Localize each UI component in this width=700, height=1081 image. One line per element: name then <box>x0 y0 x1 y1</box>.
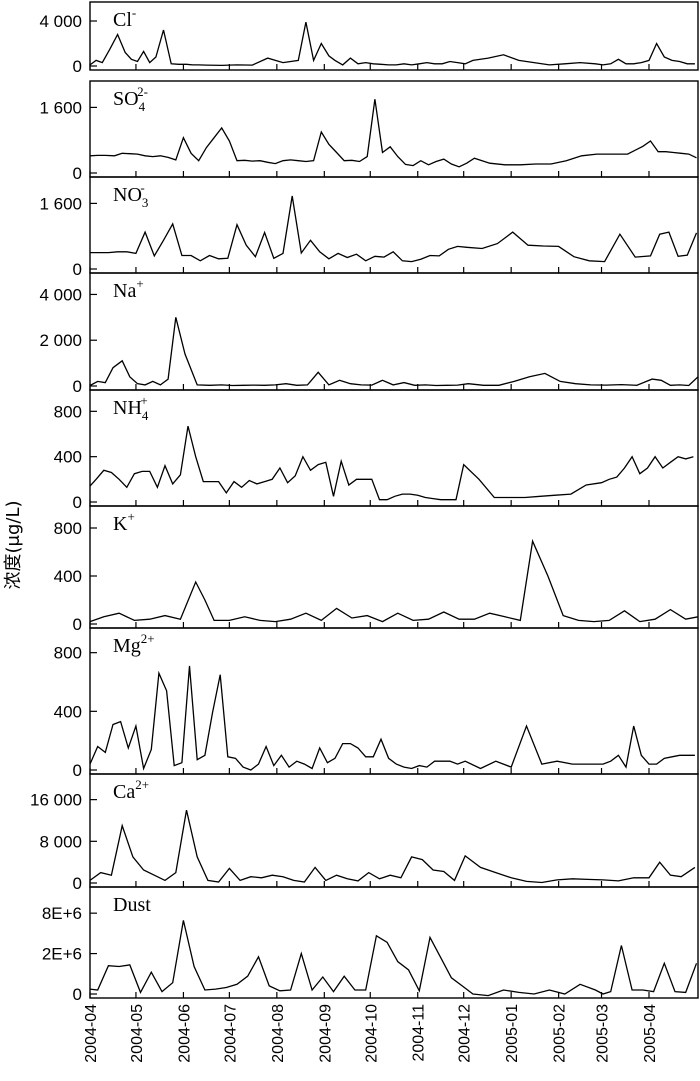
panel-dust-frame <box>89 886 699 999</box>
panel-nh-ytick-label: 400 <box>54 448 82 467</box>
panel-mg-frame <box>89 627 699 775</box>
panel-nh-ytick-label: 0 <box>73 493 82 512</box>
panel-so: 0 1 600 SO42- <box>39 80 699 183</box>
x-tick-label: 2004-06 <box>176 1004 193 1063</box>
panel-cl-label: Cl- <box>113 5 136 31</box>
panel-cl: 0 4 000 Cl- <box>39 1 699 76</box>
panel-no: 0 1 600 NO3- <box>39 176 699 279</box>
x-tick-label: 2004-11 <box>411 1004 428 1062</box>
panel-na-frame <box>89 272 699 391</box>
panel-k-label: K+ <box>113 509 135 535</box>
panel-dust-series-line <box>89 920 698 997</box>
panel-k-ytick-label: 400 <box>54 567 82 586</box>
panel-ca-ytick-label: 8 000 <box>39 832 82 851</box>
x-tick-label: 2004-04 <box>83 1004 100 1063</box>
panel-mg: 0 400 800 Mg2+ <box>54 627 699 780</box>
panel-cl-series-line <box>89 21 695 67</box>
panel-cl-frame <box>89 1 699 71</box>
panel-dust-ytick-label: 2E+6 <box>42 945 82 964</box>
panel-ca-frame <box>89 773 699 888</box>
panel-na-ytick-label: 2 000 <box>39 331 82 350</box>
x-tick-label: 2004-05 <box>129 1004 146 1063</box>
panel-ca-ytick-label: 16 000 <box>30 791 82 810</box>
panel-nh-label: NH4+ <box>113 393 149 423</box>
panel-no-series-line <box>90 195 698 263</box>
x-axis: 2004-04 2004-05 2004-06 2004-07 2004-08 2004-… <box>83 1004 659 1063</box>
panel-cl-ytick-label: 4 000 <box>39 12 82 31</box>
x-tick-label: 2005-03 <box>595 1004 612 1063</box>
panel-nh: 0 400 800 NH4+ <box>54 389 699 512</box>
panel-cl-ytick-label: 0 <box>73 57 82 76</box>
panels-group: 0 4 000 Cl- 0 1 600 SO42- 0 1 600 NO3- 0 2 000 4 00… <box>30 1 699 1004</box>
x-tick-label: 2004-09 <box>317 1004 334 1063</box>
x-tick-label: 2004-08 <box>270 1004 287 1063</box>
x-tick-label: 2005-01 <box>504 1004 521 1063</box>
x-tick-label: 2005-04 <box>642 1004 659 1063</box>
panel-dust-ytick-label: 8E+6 <box>42 904 82 923</box>
panel-so-label: SO42- <box>113 84 148 114</box>
panel-mg-ytick-label: 400 <box>54 702 82 721</box>
panel-k-series-line <box>89 538 699 623</box>
panel-so-series-line <box>89 99 697 168</box>
panel-ca-label: Ca2+ <box>113 777 149 803</box>
panel-ca-ytick-label: 0 <box>73 874 82 893</box>
panel-mg-series-line <box>89 665 695 771</box>
panel-nh-ytick-label: 800 <box>54 402 82 421</box>
panel-k-ytick-label: 0 <box>73 615 82 634</box>
panel-k: 0 400 800 K+ <box>54 505 699 634</box>
x-tick-label: 2004-07 <box>222 1004 239 1063</box>
panel-no-ytick-label: 0 <box>73 260 82 279</box>
panel-nh-series-line <box>89 425 694 501</box>
panel-dust-ytick-label: 0 <box>73 985 82 1004</box>
panel-so-ytick-label: 0 <box>73 164 82 183</box>
panel-so-ytick-label: 1 600 <box>39 98 82 117</box>
panel-na: 0 2 000 4 000 Na+ <box>39 272 699 396</box>
panel-so-frame <box>89 80 699 178</box>
panel-na-series-line <box>89 317 699 387</box>
panel-na-label: Na+ <box>113 276 144 302</box>
panel-na-ytick-label: 0 <box>73 377 82 396</box>
panel-ca-series-line <box>89 809 696 884</box>
y-axis-label: 浓度(μg/L) <box>3 500 24 589</box>
panel-dust: 0 2E+6 8E+6 Dust <box>42 886 699 1004</box>
panel-mg-ytick-label: 800 <box>54 644 82 663</box>
panel-dust-label: Dust <box>113 894 151 916</box>
panel-mg-label: Mg2+ <box>113 631 155 657</box>
x-tick-label: 2004-12 <box>457 1004 474 1063</box>
panel-no-label: NO3- <box>113 180 148 210</box>
x-tick-label: 2004-10 <box>363 1004 380 1063</box>
panel-k-ytick-label: 800 <box>54 519 82 538</box>
panel-ca: 0 8 000 16 000 Ca2+ <box>30 773 699 893</box>
x-tick-label: 2005-02 <box>552 1004 569 1063</box>
panel-nh-frame <box>89 389 699 507</box>
panel-na-ytick-label: 4 000 <box>39 285 82 304</box>
panel-no-ytick-label: 1 600 <box>39 194 82 213</box>
panel-mg-ytick-label: 0 <box>73 761 82 780</box>
panel-k-frame <box>89 505 699 629</box>
